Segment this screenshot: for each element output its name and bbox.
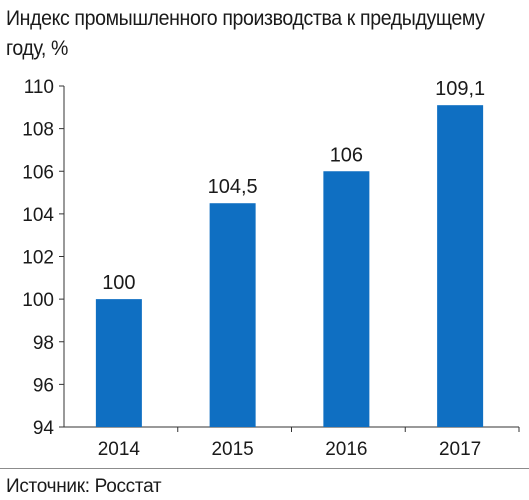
y-tick-label: 100	[22, 290, 54, 311]
data-label: 104,5	[208, 176, 258, 198]
y-tick-label: 104	[22, 205, 54, 226]
bar-2015	[209, 203, 256, 427]
data-label: 109,1	[435, 78, 485, 100]
x-tick-label: 2015	[211, 439, 253, 460]
x-tick-label: 2016	[325, 439, 367, 460]
source-note: Источник: Росстат	[6, 476, 162, 497]
data-label: 100	[102, 272, 135, 294]
y-tick-label: 94	[33, 418, 55, 439]
x-tick-label: 2017	[439, 439, 481, 460]
bar-2017	[437, 105, 484, 428]
y-tick-label: 110	[24, 77, 54, 98]
y-tick-label: 98	[33, 333, 54, 354]
x-tick-label: 2014	[98, 439, 141, 460]
y-tick-label: 96	[33, 375, 54, 396]
data-label: 106	[330, 144, 363, 166]
y-tick-label: 102	[22, 248, 54, 269]
chart-title: Индекс промышленного производства к пред…	[6, 7, 485, 60]
y-tick-label: 106	[22, 162, 54, 183]
divider	[0, 468, 529, 469]
bar-2016	[323, 171, 370, 427]
bar-2014	[95, 299, 142, 427]
y-tick-label: 108	[22, 120, 54, 141]
